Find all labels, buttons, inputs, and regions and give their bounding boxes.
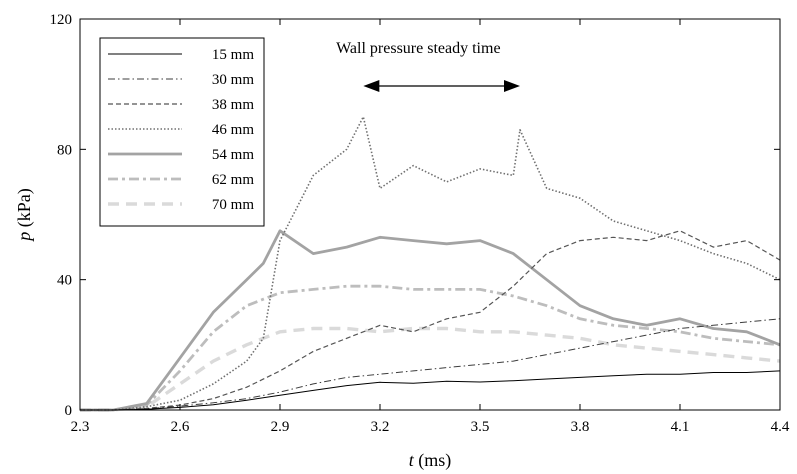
legend-item: 30 mm — [108, 72, 254, 88]
legend-item: 54 mm — [108, 147, 254, 163]
legend-label: 38 mm — [212, 97, 254, 113]
annotation-arrowhead-right — [504, 80, 520, 92]
x-tick-label: 4.1 — [671, 419, 690, 435]
x-tick-label: 3.8 — [571, 419, 590, 435]
legend-label: 15 mm — [212, 47, 254, 63]
y-axis-symbol: p — [14, 232, 34, 243]
x-tick-label: 2.3 — [71, 419, 90, 435]
annotation: Wall pressure steady time — [336, 40, 520, 92]
x-axis-unit: (ms) — [414, 450, 452, 471]
y-tick-label: 40 — [57, 273, 72, 289]
x-tick-label: 3.5 — [471, 419, 490, 435]
x-tick-label: 2.6 — [171, 419, 190, 435]
y-axis-label: p (kPa) — [14, 188, 35, 243]
series-line-38-mm — [80, 230, 781, 411]
x-tick-label: 3.2 — [371, 419, 390, 435]
x-axis-symbol: t — [409, 450, 415, 470]
x-axis-label: t (ms) — [409, 450, 452, 471]
y-tick-label: 0 — [65, 403, 73, 419]
series-line-15-mm — [80, 370, 781, 411]
legend-box — [99, 37, 265, 227]
annotation-text: Wall pressure steady time — [336, 40, 500, 57]
annotation-arrowhead-left — [363, 80, 380, 92]
x-tick-label: 4.4 — [771, 419, 790, 435]
plot-frame — [79, 18, 781, 411]
ticks-layer: 2.3 2.6 2.9 3.2 3.5 3.8 4.1 4.4 0 40 80 120 — [50, 12, 790, 435]
legend-item: 70 mm — [108, 197, 254, 213]
legend-item: 38 mm — [108, 97, 254, 113]
legend-item: 15 mm — [108, 47, 254, 63]
series-layer — [80, 116, 781, 412]
legend-label: 54 mm — [212, 147, 254, 163]
legend-label: 46 mm — [212, 122, 254, 138]
legend-items: 15 mm 30 mm 38 mm 46 mm 54 mm 62 mm 70 mm — [108, 47, 254, 213]
legend-item: 46 mm — [108, 122, 254, 138]
legend-label: 62 mm — [212, 172, 254, 188]
series-line-70-mm — [80, 326, 781, 412]
series-line-62-mm — [80, 284, 781, 412]
y-tick-label: 80 — [57, 142, 72, 158]
legend: 15 mm 30 mm 38 mm 46 mm 54 mm 62 mm 70 mm — [99, 37, 265, 227]
legend-label: 70 mm — [212, 197, 254, 213]
x-tick-label: 2.9 — [271, 419, 290, 435]
series-line-54-mm — [80, 229, 781, 412]
y-tick-label: 120 — [50, 12, 73, 28]
legend-label: 30 mm — [212, 72, 254, 88]
series-line-46-mm — [80, 116, 781, 411]
legend-item: 62 mm — [108, 172, 254, 188]
y-axis-unit: (kPa) — [14, 188, 35, 232]
series-line-30-mm — [80, 318, 781, 411]
